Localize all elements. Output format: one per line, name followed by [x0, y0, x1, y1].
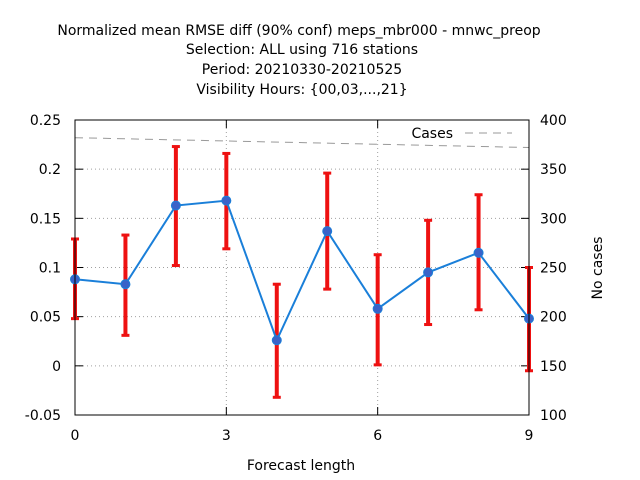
data-point [423, 267, 434, 278]
data-point [120, 279, 131, 290]
data-point [473, 247, 484, 258]
cases-line [74, 137, 530, 149]
mean-line [74, 199, 530, 343]
y2-tick-label: 250 [540, 261, 567, 277]
mean-markers [70, 195, 534, 346]
y-tick-label: 0.1 [39, 261, 61, 277]
x-tick-label: 6 [373, 428, 382, 444]
axis-ticks: -0.05 0 0.05 0.1 0.15 0.2 0.25 100 150 200 250 300 3… [25, 113, 567, 444]
legend: Cases [411, 126, 512, 142]
x-tick-label: 0 [71, 428, 80, 444]
y-tick-label: 0.2 [39, 162, 61, 178]
legend-label-cases: Cases [411, 126, 453, 142]
y2-axis-label: No cases [590, 237, 606, 300]
y2-tick-label: 150 [540, 359, 567, 375]
x-tick-label: 3 [222, 428, 231, 444]
data-point [372, 303, 383, 314]
y2-tick-label: 350 [540, 162, 567, 178]
title-line-3: Period: 20210330-20210525 [202, 62, 402, 78]
x-axis-label: Forecast length [247, 458, 355, 474]
y-tick-label: 0.05 [30, 310, 61, 326]
title-line-2: Selection: ALL using 716 stations [186, 42, 418, 58]
data-point [221, 195, 232, 206]
data-point [271, 335, 282, 346]
y2-tick-label: 100 [540, 408, 567, 424]
cases-series [74, 137, 530, 149]
data-point [322, 226, 333, 237]
x-tick-label: 9 [525, 428, 534, 444]
plot-frame [74, 119, 530, 416]
grid-lines [74, 119, 530, 416]
chart-title: Normalized mean RMSE diff (90% conf) mep… [57, 23, 540, 98]
y-tick-label: 0.25 [30, 113, 61, 129]
mean-series [74, 199, 530, 343]
y2-tick-label: 200 [540, 310, 567, 326]
y-tick-label: -0.05 [25, 408, 61, 424]
y2-tick-label: 300 [540, 211, 567, 227]
y2-tick-label: 400 [540, 113, 567, 129]
title-line-1: Normalized mean RMSE diff (90% conf) mep… [57, 23, 540, 39]
error-bars [71, 145, 533, 399]
y-tick-label: 0.15 [30, 211, 61, 227]
data-point [170, 200, 181, 211]
y-tick-label: 0 [52, 359, 61, 375]
title-line-4: Visibility Hours: {00,03,...,21} [196, 82, 407, 98]
